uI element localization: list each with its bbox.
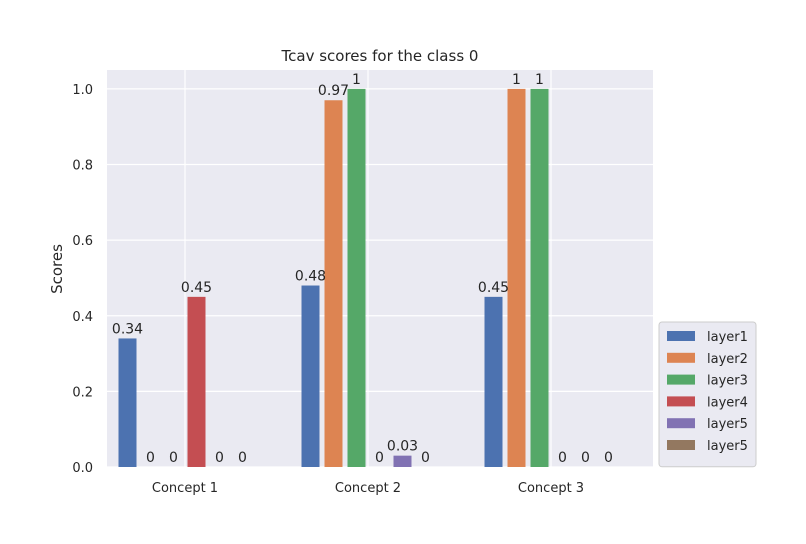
legend-swatch	[667, 374, 695, 385]
bar	[507, 88, 526, 468]
legend-label: layer5	[707, 417, 748, 432]
data-label: 0.45	[181, 280, 212, 296]
y-tick-label: 1.0	[72, 83, 93, 98]
y-tick-label: 0.0	[72, 461, 93, 476]
data-label: 0.34	[112, 321, 143, 337]
legend-swatch	[667, 418, 695, 429]
data-label: 0	[146, 450, 155, 466]
legend-swatch	[667, 396, 695, 407]
data-label: 0	[558, 450, 567, 466]
legend-label: layer5	[707, 439, 748, 454]
data-label: 0	[238, 450, 247, 466]
bar	[118, 338, 137, 467]
data-label: 1	[512, 72, 521, 88]
bar	[187, 296, 206, 467]
y-axis-label: Scores	[48, 244, 66, 294]
data-label: 0	[581, 450, 590, 466]
bar	[324, 100, 343, 467]
legend-swatch	[667, 352, 695, 363]
bar	[347, 88, 366, 468]
legend-label: layer4	[707, 395, 748, 410]
chart-title: Tcav scores for the class 0	[281, 47, 479, 65]
data-label: 1	[535, 72, 544, 88]
data-label: 0	[215, 450, 224, 466]
legend-label: layer1	[707, 330, 748, 345]
legend-swatch	[667, 440, 695, 450]
y-tick-labels: 0.0 0.2 0.4 0.6 0.8 1.0	[72, 83, 93, 476]
data-label: 0	[375, 450, 384, 466]
legend-label: layer3	[707, 374, 748, 389]
y-tick-label: 0.4	[72, 310, 93, 325]
bars	[118, 88, 549, 468]
x-tick-label: Concept 3	[518, 481, 584, 496]
x-tick-labels: Concept 1 Concept 2 Concept 3	[152, 481, 584, 496]
data-label: 0.45	[478, 280, 509, 296]
data-label: 0.97	[318, 83, 349, 99]
data-label: 1	[352, 72, 361, 88]
data-label: 0	[604, 450, 613, 466]
legend-label: layer2	[707, 352, 748, 367]
y-tick-label: 0.8	[72, 159, 93, 174]
legend: layer1 layer2 layer3 layer4 layer5 layer5	[658, 321, 757, 468]
bar	[393, 455, 412, 467]
y-tick-label: 0.2	[72, 385, 93, 400]
data-label: 0.03	[387, 439, 418, 455]
y-tick-label: 0.6	[72, 234, 93, 249]
x-tick-label: Concept 2	[335, 481, 401, 496]
data-label: 0	[169, 450, 178, 466]
data-label: 0	[421, 450, 430, 466]
data-label: 0.48	[295, 269, 326, 285]
legend-swatch	[667, 331, 695, 341]
x-tick-label: Concept 1	[152, 481, 218, 496]
bar	[484, 296, 503, 467]
bar	[301, 285, 320, 467]
bar	[530, 88, 549, 468]
